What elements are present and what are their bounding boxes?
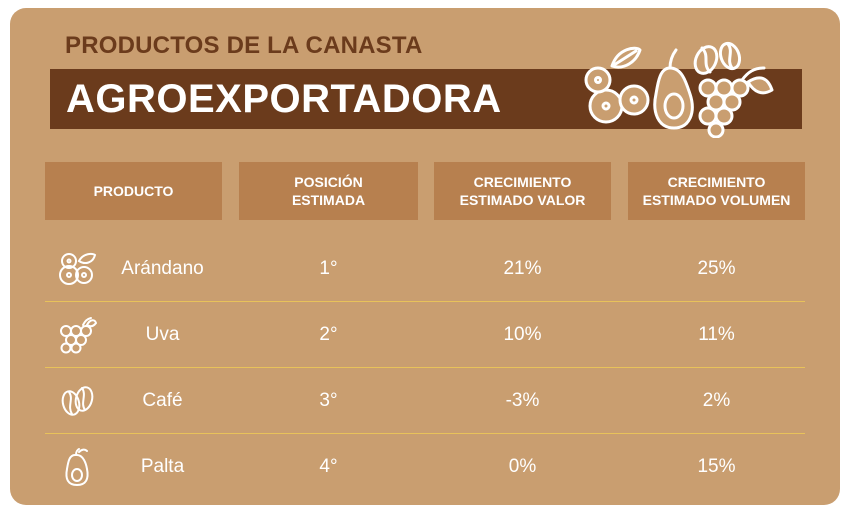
table-row: Arándano 1° 21% 25% xyxy=(45,236,805,302)
subtitle: PRODUCTOS DE LA CANASTA xyxy=(65,32,423,59)
value-growth: 0% xyxy=(508,456,537,477)
value-growth: 21% xyxy=(503,258,542,279)
position-value: 4° xyxy=(319,456,338,477)
value-growth: 10% xyxy=(503,324,542,345)
table-row: Palta 4° 0% 15% xyxy=(45,434,805,500)
column-header-valor: CRECIMIENTO ESTIMADO VALOR xyxy=(434,162,611,220)
fruits-illustration-icon xyxy=(584,41,774,138)
column-header-posicion: POSICIÓN ESTIMADA xyxy=(239,162,418,220)
product-name: Arándano xyxy=(121,258,204,279)
coffee-bean-icon xyxy=(61,386,94,416)
row-divider xyxy=(45,367,805,368)
column-header-producto: PRODUCTO xyxy=(45,162,222,220)
position-value: 1° xyxy=(319,258,338,279)
product-name: Uva xyxy=(145,324,180,345)
avocado-icon xyxy=(65,448,89,487)
position-value: 3° xyxy=(319,390,338,411)
blueberry-icon xyxy=(59,252,97,285)
row-divider xyxy=(45,301,805,302)
volume-growth: 25% xyxy=(697,258,736,279)
grapes-icon xyxy=(60,317,97,354)
volume-growth: 2% xyxy=(702,390,731,411)
volume-growth: 11% xyxy=(698,324,735,345)
page-title: AGROEXPORTADORA xyxy=(66,77,502,121)
volume-growth: 15% xyxy=(697,456,736,477)
product-name: Café xyxy=(142,390,183,411)
table-row: Café 3° -3% 2% xyxy=(45,368,805,434)
product-name: Palta xyxy=(140,456,185,477)
position-value: 2° xyxy=(319,324,338,345)
column-header-volumen: CRECIMIENTO ESTIMADO VOLUMEN xyxy=(628,162,805,220)
value-growth: -3% xyxy=(505,390,540,411)
table-row: Uva 2° 10% 11% xyxy=(45,302,805,368)
row-divider xyxy=(45,433,805,434)
